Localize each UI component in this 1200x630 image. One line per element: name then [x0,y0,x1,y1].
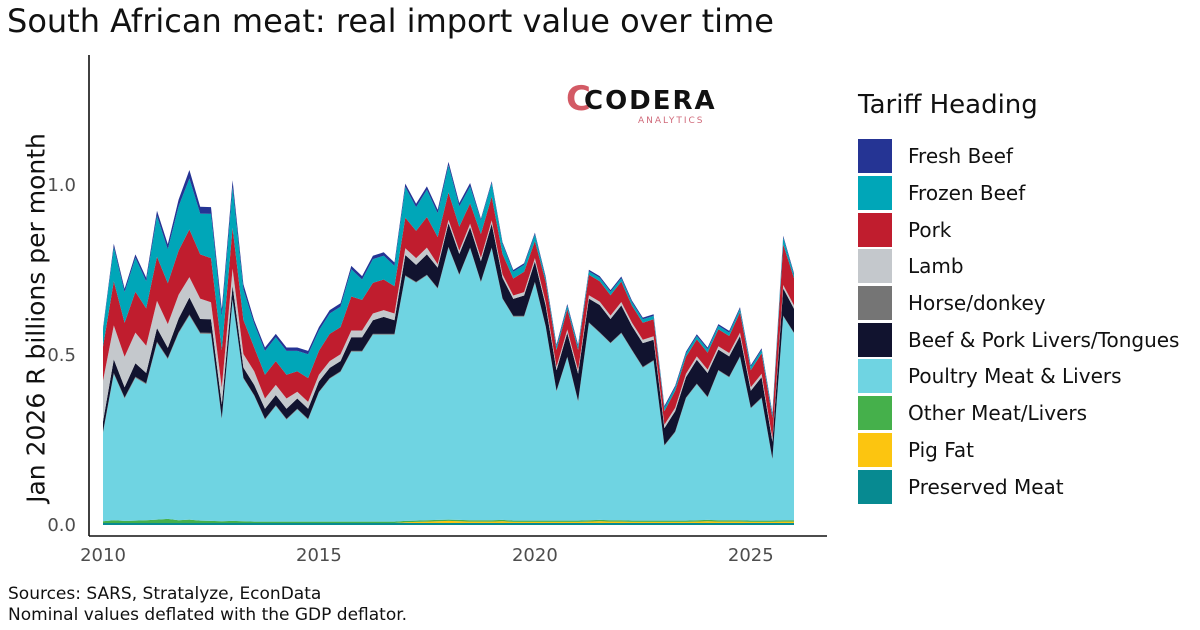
legend-item: Poultry Meat & Livers [858,358,1179,395]
legend-swatch [858,212,892,247]
legend-swatch [858,139,892,174]
legend-item: Lamb [858,248,1179,285]
area-pig-fat [103,520,794,523]
legend-label: Horse/donkey [908,291,1046,316]
legend-item: Fresh Beef [858,138,1179,175]
area-pork [103,192,794,439]
chart-title: South African meat: real import value ov… [7,2,774,40]
legend: Tariff Heading Fresh Beef Frozen Beef Pork… [858,90,1179,505]
area-beef-pork-livers-tongues [103,223,794,459]
y-axis-ticks: 0.0 0.5 1.0 [47,175,76,536]
legend-items: Fresh Beef Frozen Beef Pork Lamb Horse/donke… [858,138,1179,505]
source-line: Sources: SARS, Stratalyze, EconData [8,584,322,604]
codera-logo-mark-icon: C [566,79,591,119]
legend-item: Beef & Pork Livers/Tongues [858,321,1179,358]
legend-swatch [858,286,892,321]
area-other-meat-livers [103,518,794,523]
logo-name: CODERA [584,86,717,116]
area-frozen-beef [103,165,794,418]
legend-item: Pork [858,211,1179,248]
legend-label: Fresh Beef [908,144,1013,169]
y-tick-label: 0.0 [47,515,76,536]
legend-label: Poultry Meat & Livers [908,364,1122,389]
legend-swatch [858,359,892,394]
x-tick-label: 2015 [296,545,342,566]
area-preserved-meat [103,523,794,525]
legend-label: Pork [908,217,952,242]
legend-swatch [858,249,892,284]
legend-label: Frozen Beef [908,181,1026,206]
legend-item: Pig Fat [858,432,1179,469]
legend-item: Preserved Meat [858,468,1179,505]
y-tick-label: 1.0 [47,175,76,196]
legend-label: Beef & Pork Livers/Tongues [908,327,1180,352]
legend-title: Tariff Heading [858,90,1038,120]
legend-label: Pig Fat [908,437,974,462]
deflator-note: Nominal values deflated with the GDP def… [8,605,408,625]
codera-logo: C CODERA ANALYTICS [566,80,736,130]
logo-subtitle: ANALYTICS [638,116,705,126]
legend-label: Other Meat/Livers [908,401,1088,426]
legend-label: Lamb [908,254,964,279]
area-poultry-meat-livers [103,247,794,522]
legend-swatch [858,322,892,357]
legend-item: Horse/donkey [858,285,1179,322]
legend-swatch [858,176,892,211]
legend-item: Other Meat/Livers [858,395,1179,432]
legend-swatch [858,396,892,431]
x-tick-label: 2025 [728,545,774,566]
x-axis-ticks: 2010 2015 2020 2025 [80,545,774,566]
area-lamb [103,219,794,442]
x-tick-label: 2020 [512,545,558,566]
area-layers [103,161,794,525]
legend-swatch [858,469,892,504]
legend-swatch [858,432,892,467]
source-note: Sources: SARS, Stratalyze, EconData Nomi… [8,584,407,626]
y-tick-label: 0.5 [47,345,76,366]
legend-label: Preserved Meat [908,474,1064,499]
x-tick-label: 2010 [80,545,126,566]
legend-item: Frozen Beef [858,175,1179,212]
